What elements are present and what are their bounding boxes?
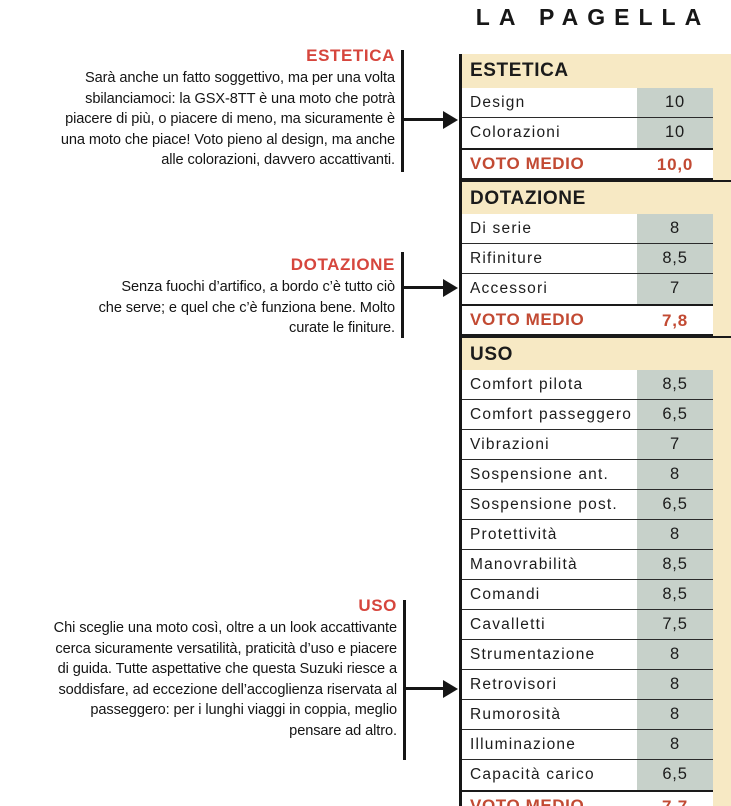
table-row: Di serie 8 <box>462 214 713 244</box>
row-score: 8,5 <box>637 550 713 579</box>
row-label: Sospensione ant. <box>470 465 609 483</box>
row-score: 8 <box>637 214 713 243</box>
arrow-icon-estetica <box>443 111 458 129</box>
row-label: Design <box>470 93 526 111</box>
row-label: Rifiniture <box>470 249 544 267</box>
row-score: 8 <box>637 670 713 699</box>
voto-medio-label: VOTO MEDIO <box>470 796 585 806</box>
table-row: Sospensione post. 6,5 <box>462 490 713 520</box>
row-score: 8 <box>637 640 713 669</box>
right-margin-strip <box>713 54 731 806</box>
row-score: 8,5 <box>637 244 713 273</box>
voto-medio-score: 7,8 <box>661 311 689 330</box>
table-row: Colorazioni 10 <box>462 118 713 148</box>
voto-medio-row: VOTO MEDIO 7,7 <box>462 790 713 806</box>
row-label: Protettività <box>470 525 558 543</box>
arrow-line-estetica <box>404 118 444 121</box>
row-score: 7,5 <box>637 610 713 639</box>
row-label: Comandi <box>470 585 541 603</box>
row-label: Capacità carico <box>470 766 595 783</box>
voto-medio-score: 10,0 <box>656 155 694 174</box>
table-row: Rumorosità 8 <box>462 700 713 730</box>
table-row: Comfort pilota 8,5 <box>462 370 713 400</box>
arrow-icon-dotazione <box>443 279 458 297</box>
voto-medio-row: VOTO MEDIO 7,8 <box>462 304 713 336</box>
row-label: Cavalletti <box>470 615 546 633</box>
row-score: 8 <box>637 520 713 549</box>
row-label: Vibrazioni <box>470 435 550 453</box>
voto-medio-score: 7,7 <box>637 792 713 806</box>
table-row: Accessori 7 <box>462 274 713 304</box>
table-row: Strumentazione 8 <box>462 640 713 670</box>
table-row: Rifiniture 8,5 <box>462 244 713 274</box>
table-row: Illuminazione 8 <box>462 730 713 760</box>
pagella-table: ESTETICA Design 10 Colorazioni 10 VOTO MEDIO 1… <box>459 54 731 806</box>
table-row: Sospensione ant. 8 <box>462 460 713 490</box>
row-label: Retrovisori <box>470 675 558 693</box>
voto-medio-row: VOTO MEDIO 10,0 <box>462 148 713 180</box>
table-row: Design 10 <box>462 88 713 118</box>
annotation-estetica: ESTETICA Sarà anche un fatto soggettivo,… <box>55 46 395 171</box>
annotation-dotazione-heading: DOTAZIONE <box>290 255 395 274</box>
table-row: Comfort passeggero 6,5 <box>462 400 713 430</box>
row-score: 6,5 <box>637 400 713 429</box>
annotation-estetica-body: Sarà anche un fatto soggettivo, ma per u… <box>60 70 395 168</box>
table-row: Retrovisori 8 <box>462 670 713 700</box>
row-label: Comfort pilota <box>470 375 584 393</box>
section-header: USO <box>462 336 731 370</box>
connector-rule-uso <box>403 600 406 760</box>
section-header: DOTAZIONE <box>462 180 731 214</box>
row-score: 6,5 <box>637 490 713 519</box>
annotation-uso-body: Chi sceglie una moto così, oltre a un lo… <box>53 620 397 739</box>
table-row: Protettività 8 <box>462 520 713 550</box>
row-score: 8 <box>637 460 713 489</box>
table-row: Manovrabilità 8,5 <box>462 550 713 580</box>
annotation-uso: USO Chi sceglie una moto così, oltre a u… <box>52 596 397 741</box>
row-score: 10 <box>637 118 713 148</box>
row-score: 6,5 <box>637 760 713 790</box>
arrow-line-dotazione <box>404 286 444 289</box>
arrow-icon-uso <box>443 680 458 698</box>
annotation-uso-heading: USO <box>358 596 397 615</box>
table-row: Capacità carico 6,5 <box>462 760 713 790</box>
row-label: Manovrabilità <box>470 555 578 573</box>
voto-medio-label: VOTO MEDIO <box>470 310 585 329</box>
connector-rule-estetica <box>401 50 404 172</box>
row-label: Illuminazione <box>470 735 577 753</box>
row-score: 7 <box>637 274 713 304</box>
row-score: 8,5 <box>637 370 713 399</box>
table-row: Vibrazioni 7 <box>462 430 713 460</box>
row-label: Strumentazione <box>470 645 596 663</box>
row-score: 7 <box>637 430 713 459</box>
row-label: Rumorosità <box>470 705 562 723</box>
row-label: Sospensione post. <box>470 495 618 513</box>
annotation-estetica-heading: ESTETICA <box>306 46 395 65</box>
row-label: Accessori <box>470 280 548 297</box>
table-row: Cavalletti 7,5 <box>462 610 713 640</box>
annotation-dotazione-body: Senza fuochi d’artifico, a bordo c’è tut… <box>98 279 395 336</box>
connector-rule-dotazione <box>401 252 404 338</box>
table-row: Comandi 8,5 <box>462 580 713 610</box>
row-score: 8,5 <box>637 580 713 609</box>
row-score: 8 <box>637 700 713 729</box>
row-label: Comfort passeggero <box>470 405 633 423</box>
arrow-line-uso <box>406 687 444 690</box>
section-header: ESTETICA <box>462 54 731 88</box>
row-label: Di serie <box>470 219 533 237</box>
voto-medio-label: VOTO MEDIO <box>470 154 585 173</box>
row-score: 8 <box>637 730 713 759</box>
row-score: 10 <box>637 88 713 117</box>
page-title: LA PAGELLA <box>475 4 711 30</box>
annotation-dotazione: DOTAZIONE Senza fuochi d’artifico, a bor… <box>95 255 395 339</box>
row-label: Colorazioni <box>470 124 561 141</box>
